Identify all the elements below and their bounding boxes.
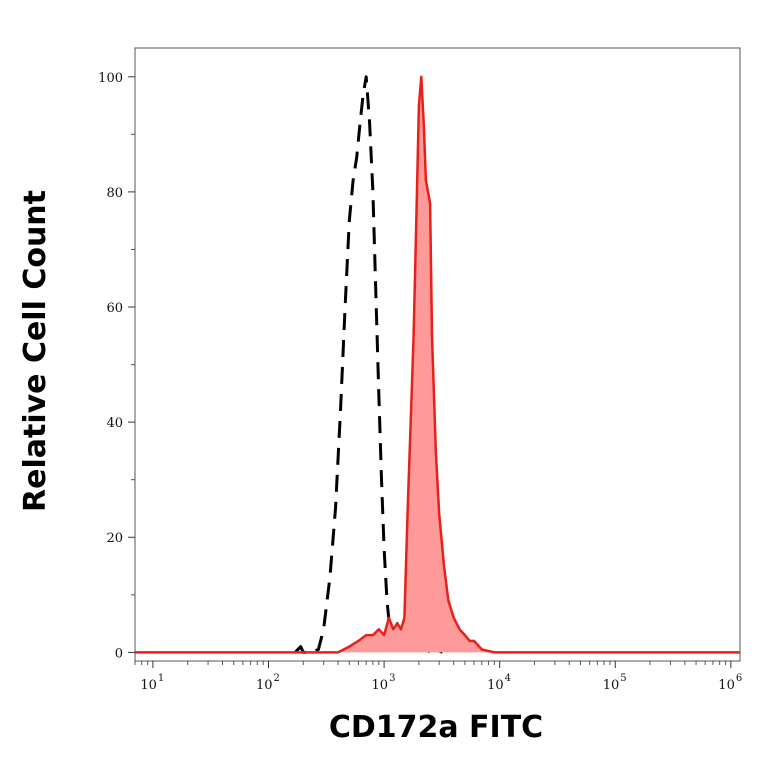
x-axis-title: CD172a FITC	[329, 710, 543, 745]
x-tick-label: 10	[140, 678, 157, 693]
x-tick-label: 10	[256, 678, 273, 693]
y-tick-label: 100	[98, 71, 123, 86]
x-tick-label: 10	[487, 678, 504, 693]
series-1-line	[294, 75, 444, 654]
series-layer	[135, 75, 740, 654]
x-tick-label: 10	[603, 678, 620, 693]
series-2-fill	[135, 76, 740, 653]
y-tick-label: 80	[106, 186, 123, 201]
x-tick-exponent: 1	[158, 673, 164, 684]
x-tick-exponent: 2	[273, 673, 279, 684]
x-tick-exponent: 3	[389, 673, 395, 684]
x-tick-label: 10	[372, 678, 389, 693]
x-tick-exponent: 5	[620, 673, 626, 684]
series-2-line	[135, 75, 740, 654]
plot-frame	[134, 47, 741, 662]
x-tick-exponent: 6	[736, 673, 742, 684]
x-tick-exponent: 4	[505, 673, 511, 684]
y-tick-label: 40	[106, 416, 123, 431]
x-tick-label: 10	[718, 678, 735, 693]
y-tick-label: 20	[106, 531, 123, 546]
y-axis-title: Relative Cell Count	[18, 190, 53, 512]
y-tick-label: 0	[115, 646, 123, 661]
y-tick-label: 60	[106, 301, 123, 316]
